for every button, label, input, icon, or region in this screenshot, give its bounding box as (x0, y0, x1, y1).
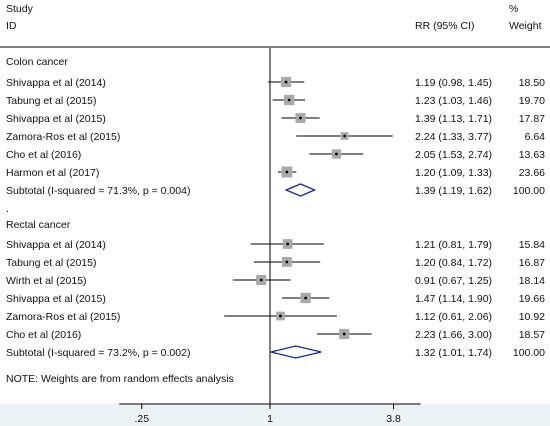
study-weight: 18.50 (519, 77, 545, 89)
study-point (279, 314, 282, 318)
study-rr-ci: 2.23 (1.66, 3.00) (415, 329, 492, 341)
study-weight: 16.87 (519, 257, 545, 269)
study-weight: 19.66 (519, 293, 545, 305)
study-point (299, 116, 302, 120)
study-point (342, 332, 346, 336)
study-rr-ci: 1.47 (1.14, 1.90) (415, 293, 492, 305)
study-rr-ci: 1.39 (1.13, 1.71) (415, 113, 492, 125)
axis-band (0, 404, 550, 426)
study-point (335, 152, 338, 156)
x-axis: .25 1 3.8 (119, 403, 421, 425)
group-separator: . (6, 203, 9, 215)
study-point (343, 134, 347, 138)
subtotal-weight: 100.00 (513, 347, 545, 359)
header-percent: % (509, 3, 518, 15)
subtotal-diamond (270, 345, 322, 359)
x-tick-label: .25 (134, 413, 149, 425)
subtotal-rr-ci: 1.39 (1.19, 1.62) (415, 185, 492, 197)
group-title-colon: Colon cancer (6, 56, 68, 68)
study-point (304, 296, 308, 300)
study-label: Tabung et al (2015) (6, 95, 96, 107)
study-weight: 23.66 (519, 167, 545, 179)
study-label: Cho et al (2016) (6, 149, 81, 161)
subtotal-rr-ci: 1.32 (1.01, 1.74) (415, 347, 492, 359)
study-rr-ci: 2.24 (1.33, 3.77) (415, 131, 492, 143)
study-weight: 10.92 (519, 311, 545, 323)
study-weight: 17.87 (519, 113, 545, 125)
study-label: Shivappa et al (2014) (6, 239, 106, 251)
study-weight: 6.64 (525, 131, 546, 143)
header-rr-ci: RR (95% CI) (415, 20, 475, 32)
study-rows: Shivappa et al (2014) 1.19 (0.98, 1.45) 18… (6, 48, 545, 404)
study-label: Shivappa et al (2015) (6, 293, 106, 305)
study-label: Zamora-Ros et al (2015) (6, 311, 120, 323)
study-label: Shivappa et al (2014) (6, 77, 106, 89)
header-study: Study (6, 3, 34, 15)
study-rr-ci: 1.21 (0.81, 1.79) (415, 239, 492, 251)
study-weight: 15.84 (519, 239, 545, 251)
study-rr-ci: 1.20 (1.09, 1.33) (415, 167, 492, 179)
study-weight: 13.63 (519, 149, 545, 161)
study-point (287, 98, 291, 102)
analysis-note: NOTE: Weights are from random effects an… (6, 373, 234, 385)
study-rr-ci: 0.91 (0.67, 1.25) (415, 275, 492, 287)
study-point (286, 242, 290, 246)
study-point (285, 170, 289, 174)
study-rr-ci: 2.05 (1.53, 2.74) (415, 149, 492, 161)
study-point (285, 260, 289, 264)
study-rr-ci: 1.20 (0.84, 1.72) (415, 257, 492, 269)
study-label: Zamora-Ros et al (2015) (6, 131, 120, 143)
study-label: Cho et al (2016) (6, 329, 81, 341)
study-label: Wirth et al (2015) (6, 275, 87, 287)
subtotal-label: Subtotal (I-squared = 73.2%, p = 0.002) (6, 347, 190, 359)
group-title-rectal: Rectal cancer (6, 219, 71, 231)
header-id: ID (6, 20, 17, 32)
study-point (284, 80, 288, 84)
study-rr-ci: 1.12 (0.61, 2.06) (415, 311, 492, 323)
study-label: Harmon et al (2017) (6, 167, 99, 179)
x-tick-label: 1 (267, 413, 273, 425)
study-rr-ci: 1.19 (0.98, 1.45) (415, 77, 492, 89)
study-label: Shivappa et al (2015) (6, 113, 106, 125)
subtotal-diamond (284, 183, 317, 197)
x-tick-label: 3.8 (386, 413, 401, 425)
header-weight: Weight (509, 20, 542, 32)
study-weight: 18.14 (519, 275, 545, 287)
study-point (259, 278, 263, 282)
study-rr-ci: 1.23 (1.03, 1.46) (415, 95, 492, 107)
subtotal-weight: 100.00 (513, 185, 545, 197)
study-label: Tabung et al (2015) (6, 257, 96, 269)
study-weight: 18.57 (519, 329, 545, 341)
subtotal-label: Subtotal (I-squared = 71.3%, p = 0.004) (6, 185, 190, 197)
study-weight: 19.70 (519, 95, 545, 107)
